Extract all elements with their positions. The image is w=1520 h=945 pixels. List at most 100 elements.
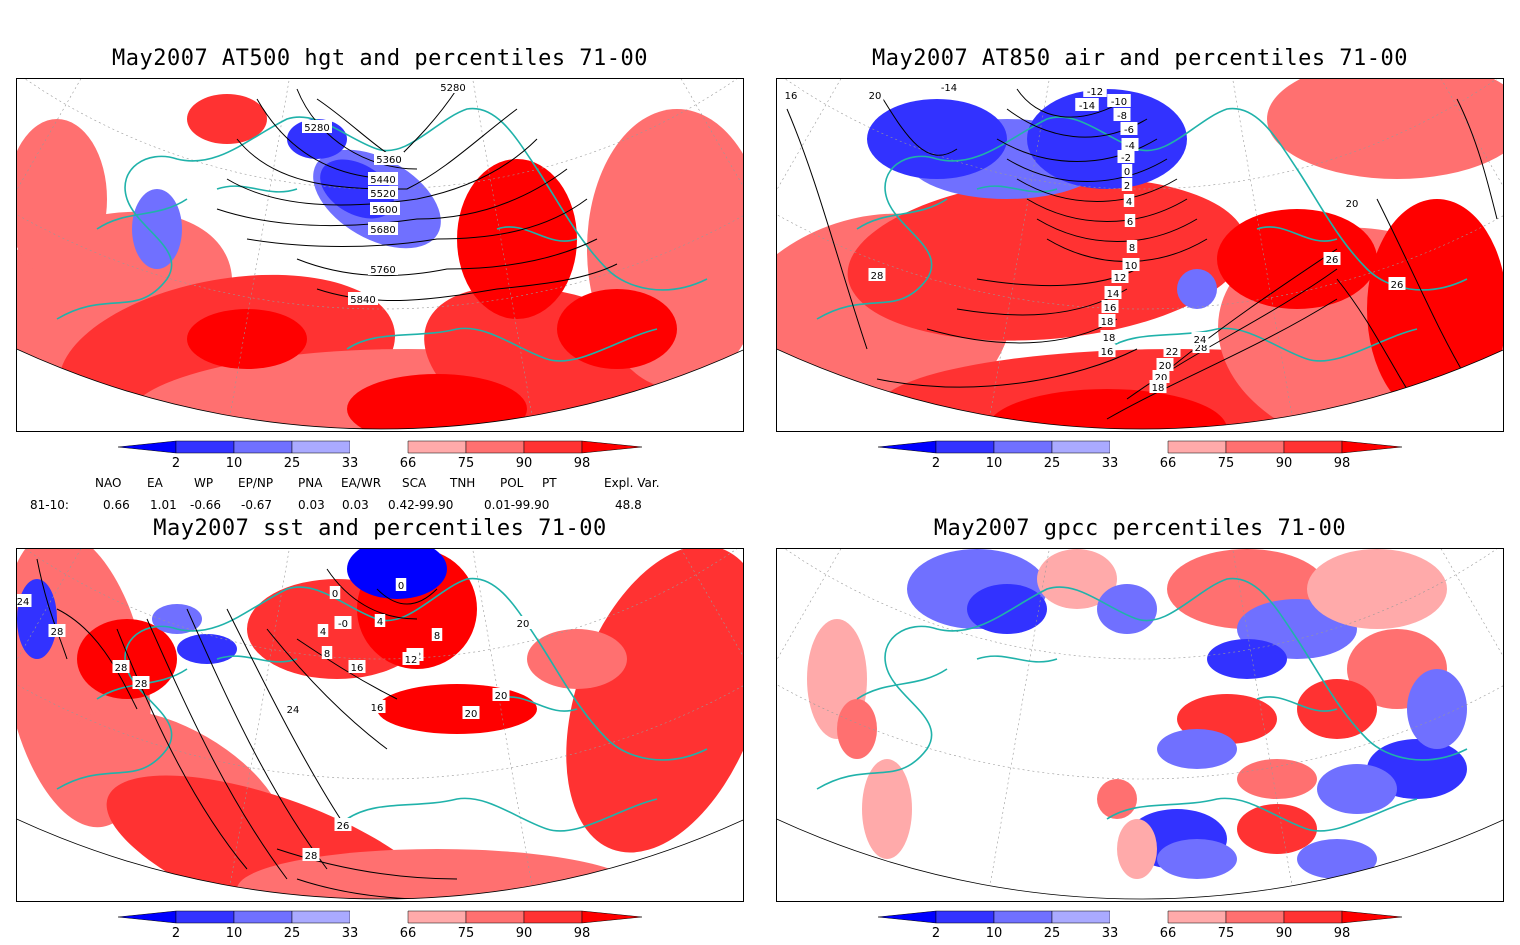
colorbar-tick-label: 2: [931, 456, 941, 471]
contour-label: 4: [1123, 194, 1135, 208]
contour-label: 0: [1121, 164, 1133, 178]
svg-text:16: 16: [785, 91, 798, 102]
contour-line: [1016, 88, 1128, 118]
svg-text:12: 12: [1114, 273, 1127, 284]
svg-text:5680: 5680: [370, 225, 395, 236]
index-value-pol-pt: 0.01-99.90: [484, 498, 550, 512]
colorbar-segment: [407, 910, 467, 924]
contour-label: 16: [348, 660, 366, 674]
contour-label: 26: [334, 818, 352, 832]
colorbar-tick-label: 25: [1043, 926, 1061, 941]
contour-label: 5360: [374, 152, 404, 166]
map-panel-hgt: 5280 5280 5360 5440 5520 5600 5680 5760 5840: [16, 78, 744, 432]
svg-text:-8: -8: [1117, 111, 1127, 122]
colorbar-tick-label: 25: [283, 926, 301, 941]
anomaly-shade: [1217, 209, 1377, 309]
colorbar-tick-label: 75: [457, 456, 475, 471]
index-row-label: 81-10:: [30, 498, 69, 512]
index-header-tnh: TNH: [450, 476, 476, 490]
index-header-explvar: Expl. Var.: [604, 476, 660, 490]
colorbar-tick-label: 33: [1101, 456, 1119, 471]
contour-label: 5280: [438, 80, 468, 94]
colorbar-tick-label: 2: [171, 926, 181, 941]
anomaly-shade: [527, 629, 627, 689]
contour-label: 18: [1098, 314, 1116, 328]
panel-title-gpcc: May2007 gpcc percentiles 71-00: [933, 516, 1347, 541]
contour-label: 4: [374, 614, 386, 628]
svg-text:28: 28: [51, 627, 64, 638]
colorbar-tick-label: 33: [1101, 926, 1119, 941]
colorbar-segment: [175, 910, 235, 924]
longitude-line: [17, 79, 382, 313]
svg-text:18: 18: [1103, 333, 1116, 344]
svg-text:20: 20: [495, 691, 508, 702]
map-air: 16 20-14-14-12-10-8-6-4-20246810121416181…: [777, 79, 1503, 430]
colorbar-gpcc: 2 10 25 33 66 75 90 98: [878, 909, 1402, 945]
colorbar-segment: [465, 910, 525, 924]
svg-text:22: 22: [1166, 347, 1179, 358]
colorbar-tick-label: 66: [399, 456, 417, 471]
contour-label: 10: [1122, 258, 1140, 272]
svg-text:-6: -6: [1124, 125, 1134, 136]
contour-label: 8: [321, 646, 333, 660]
svg-text:-0: -0: [338, 619, 348, 630]
contour-label: 8: [1126, 240, 1138, 254]
contour-label: 26: [1388, 277, 1406, 291]
colorbar-segment: [1051, 910, 1111, 924]
svg-text:16: 16: [371, 703, 384, 714]
svg-text:20: 20: [1155, 373, 1168, 384]
contour-line: [1026, 198, 1188, 222]
svg-text:28: 28: [115, 663, 128, 674]
colorbar-segment: [993, 910, 1053, 924]
contour-line: [1106, 298, 1338, 420]
contour-line: [246, 198, 588, 247]
contour-label: 28: [868, 268, 886, 282]
colorbar-segment: [118, 910, 177, 924]
colorbar-segment: [407, 440, 467, 454]
contour-label: 0: [329, 586, 341, 600]
anomaly-shade: [177, 634, 237, 664]
anomaly-shade: [1097, 584, 1157, 634]
contour-line: [236, 108, 518, 190]
svg-text:28: 28: [135, 679, 148, 690]
coastline: [856, 655, 1338, 712]
anomaly-shade: [1407, 669, 1467, 749]
anomaly-shade: [837, 699, 877, 759]
contour-label: -4: [1121, 138, 1139, 152]
colorbar-tick-label: 33: [341, 456, 359, 471]
colorbar-tick-label: 10: [985, 456, 1003, 471]
colorbar-segment: [993, 440, 1053, 454]
contour-label: -14: [1075, 98, 1099, 112]
colorbar-segment: [878, 440, 937, 454]
colorbar-segment: [350, 911, 408, 923]
panel-title-air: May2007 AT850 air and percentiles 71-00: [871, 46, 1409, 71]
anomaly-shade: [1117, 819, 1157, 879]
contour-label: 5520: [368, 186, 398, 200]
map-boundary: [17, 348, 743, 430]
contour-label: 16: [1101, 300, 1119, 314]
contour-label: 26: [1323, 252, 1341, 266]
anomaly-shade: [1177, 269, 1217, 309]
svg-text:5760: 5760: [370, 265, 395, 276]
colorbar-tick-label: 33: [341, 926, 359, 941]
contour-line: [296, 638, 398, 700]
contour-line: [276, 848, 458, 880]
svg-text:-4: -4: [1125, 141, 1135, 152]
colorbar-segment: [878, 910, 937, 924]
svg-text:8: 8: [434, 631, 440, 642]
anomaly-shade: [1267, 79, 1503, 179]
colorbar-tick-label: 75: [1217, 926, 1235, 941]
svg-text:5360: 5360: [376, 155, 401, 166]
colorbar-segment: [233, 440, 293, 454]
coastline: [346, 327, 658, 362]
contour-label: 5600: [370, 202, 400, 216]
contour-label: 22: [1163, 344, 1181, 358]
index-header-nao: NAO: [95, 476, 122, 490]
panel-title-sst: May2007 sst and percentiles 71-00: [153, 516, 607, 541]
svg-text:5440: 5440: [370, 175, 395, 186]
contour-label: 24: [284, 702, 302, 716]
contour-label: 6: [1124, 214, 1136, 228]
svg-text:-14: -14: [1079, 101, 1095, 112]
colorbar-segment: [350, 441, 408, 453]
